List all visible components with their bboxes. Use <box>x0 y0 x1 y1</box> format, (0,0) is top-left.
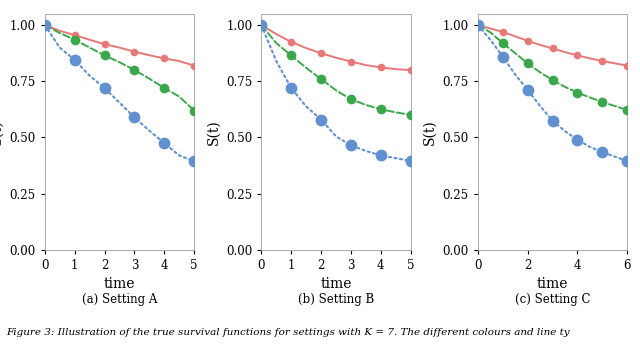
Y-axis label: S(t): S(t) <box>207 119 221 145</box>
X-axis label: time: time <box>537 277 568 291</box>
X-axis label: time: time <box>320 277 352 291</box>
Text: (a) Setting A: (a) Setting A <box>82 293 157 306</box>
Y-axis label: S(t): S(t) <box>423 119 437 145</box>
Text: (b) Setting B: (b) Setting B <box>298 293 374 306</box>
X-axis label: time: time <box>104 277 135 291</box>
Text: Figure 3: Illustration of the true survival functions for settings with K = 7. T: Figure 3: Illustration of the true survi… <box>6 328 570 337</box>
Text: (c) Setting C: (c) Setting C <box>515 293 590 306</box>
Y-axis label: S(t): S(t) <box>0 119 4 145</box>
